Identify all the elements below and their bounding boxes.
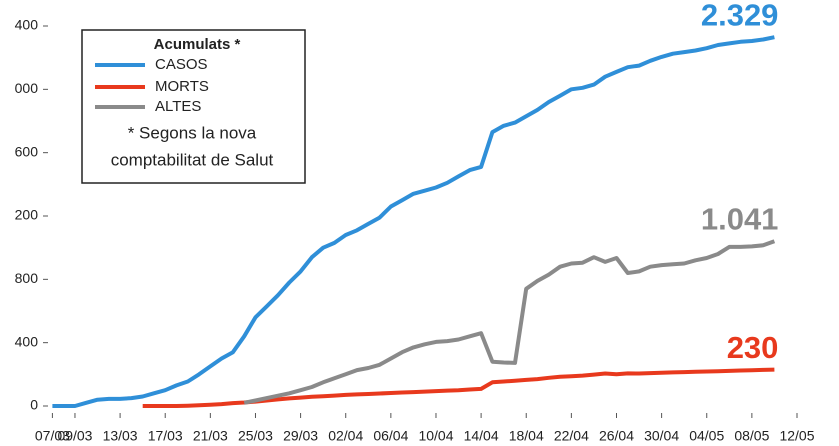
end-label: 230 — [727, 330, 779, 365]
x-tick-label: 17/03 — [148, 428, 183, 444]
series-line — [142, 367, 775, 408]
legend-label: ALTES — [155, 98, 201, 115]
series-line — [243, 239, 776, 405]
x-tick-label: 02/04 — [328, 428, 363, 444]
y-tick-label: 400 — [15, 333, 39, 349]
x-tick-label: 29/03 — [283, 428, 318, 444]
x-tick-label: 09/03 — [57, 428, 92, 444]
y-tick-label: 0 — [30, 397, 38, 413]
legend-label: MORTS — [155, 78, 209, 95]
end-label: 1.041 — [701, 201, 779, 236]
x-tick-label: 04/05 — [689, 428, 724, 444]
x-tick-label: 26/04 — [599, 428, 634, 444]
y-tick-label: 600 — [15, 143, 39, 159]
legend-title: Acumulats * — [154, 36, 241, 53]
x-tick-label: 13/03 — [103, 428, 138, 444]
note: * Segons la nova — [128, 123, 257, 142]
x-tick-label: 25/03 — [238, 428, 273, 444]
x-tick-label: 12/05 — [779, 428, 814, 444]
x-tick-label: 10/04 — [418, 428, 453, 444]
note: comptabilitat de Salut — [111, 150, 274, 169]
end-label: 2.329 — [701, 0, 779, 32]
x-tick-label: 30/04 — [644, 428, 679, 444]
x-tick-label: 06/04 — [373, 428, 408, 444]
x-tick-label: 18/04 — [509, 428, 544, 444]
series-line — [52, 35, 775, 408]
x-tick-label: 22/04 — [554, 428, 589, 444]
x-tick-label: 14/04 — [464, 428, 499, 444]
y-tick-label: 200 — [15, 207, 39, 223]
y-tick-label: 400 — [15, 17, 39, 33]
x-tick-label: 08/05 — [734, 428, 769, 444]
x-tick-label: 07/03 — [35, 428, 70, 444]
y-tick-label: 800 — [15, 270, 39, 286]
y-tick-label: 000 — [15, 80, 39, 96]
x-tick-label: 21/03 — [193, 428, 228, 444]
legend-label: CASOS — [155, 56, 208, 73]
